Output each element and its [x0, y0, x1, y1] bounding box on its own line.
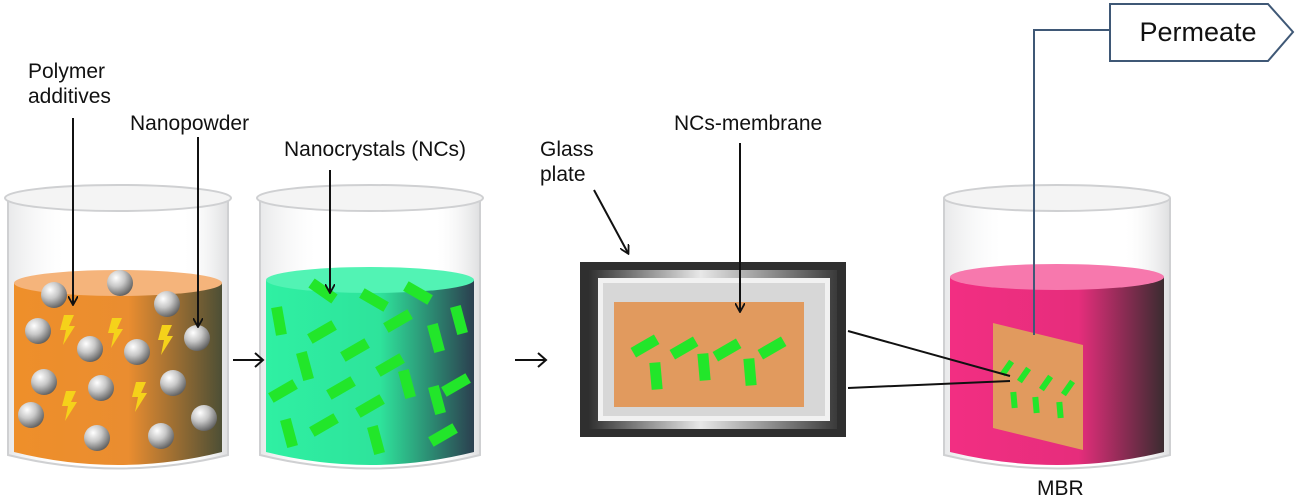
label-ncs-membrane: NCs-membrane — [674, 112, 823, 135]
label-polymer-line2: additives — [28, 85, 111, 108]
label-glass-plate: Glass plate — [540, 137, 594, 187]
nanocrystal — [1010, 391, 1018, 409]
nanocrystal — [450, 305, 468, 335]
nanocrystal — [630, 334, 660, 358]
nanocrystal — [428, 423, 458, 447]
label-permeate: Permeate — [1139, 16, 1257, 47]
nanocrystal — [1056, 401, 1064, 419]
mbr-membrane-nanocrystals — [999, 359, 1076, 419]
nanocrystal — [375, 353, 405, 377]
beaker-nanocrystal-solution — [256, 184, 484, 470]
lightning-icon — [62, 391, 77, 421]
sphere-icon — [25, 318, 51, 344]
nanocrystal — [340, 338, 370, 362]
sphere-icon — [88, 375, 114, 401]
nanocrystal — [367, 425, 385, 455]
sphere-icon — [84, 425, 110, 451]
permeate-box — [1109, 3, 1295, 62]
sphere-icon — [160, 370, 186, 396]
nanocrystal — [296, 351, 314, 381]
nanocrystal — [1038, 374, 1054, 392]
nanocrystal — [268, 379, 298, 403]
nanocrystal — [669, 336, 699, 360]
nanocrystal — [308, 278, 338, 304]
nanocrystal — [1060, 379, 1076, 397]
nanocrystal — [649, 362, 663, 390]
nanocrystal — [280, 418, 298, 448]
nanocrystal — [383, 309, 413, 333]
lightning-icon — [132, 382, 147, 412]
label-polymer-line1: Polymer — [28, 60, 106, 83]
nanocrystal — [1016, 366, 1032, 384]
nanocrystal — [697, 353, 711, 381]
label-nanopowder: Nanopowder — [130, 112, 250, 135]
zoom-line-top — [847, 330, 1011, 377]
arrow-glass-plate — [593, 189, 628, 253]
nanocrystal — [712, 338, 742, 362]
sphere-icon — [41, 282, 67, 308]
mbr-membrane — [993, 323, 1083, 450]
nanocrystal — [427, 323, 445, 353]
sphere-icon — [77, 336, 103, 362]
lightning-icon — [108, 318, 123, 348]
nanocrystal — [403, 281, 433, 305]
nanopowder-particles — [18, 270, 217, 451]
nanocrystal — [757, 336, 787, 360]
lightning-icons — [60, 315, 173, 421]
nanocrystal — [441, 373, 471, 397]
nanocrystal — [999, 359, 1015, 377]
nanocrystal — [309, 413, 339, 437]
nanocrystal — [398, 369, 416, 399]
sphere-icon — [18, 402, 44, 428]
zoom-line-bottom — [847, 380, 1011, 389]
label-polymer-additives: Polymer additives — [28, 59, 111, 109]
membrane-nanocrystals — [630, 334, 787, 390]
ncs-membrane-sheet — [614, 302, 804, 407]
nanocrystal — [271, 306, 287, 336]
nanocrystal — [326, 376, 356, 400]
nanocrystal — [1032, 396, 1040, 414]
sphere-icon — [31, 369, 57, 395]
sphere-icon — [184, 325, 210, 351]
lightning-icon — [158, 325, 173, 355]
nanocrystal — [355, 394, 385, 418]
lightning-icon — [60, 315, 75, 345]
nanocrystal — [359, 288, 389, 312]
label-nanocrystals: Nanocrystals (NCs) — [284, 138, 467, 161]
sphere-icon — [154, 291, 180, 317]
arrow-right-icon — [233, 352, 265, 368]
label-glass-line1: Glass — [540, 138, 594, 161]
label-mbr: MBR — [1037, 477, 1084, 500]
sphere-icon — [148, 423, 174, 449]
sphere-icon — [107, 270, 133, 296]
nanocrystal — [428, 385, 446, 415]
nanocrystal — [743, 358, 757, 386]
permeate-line — [1033, 29, 1110, 335]
glass-plate-icon — [580, 262, 846, 437]
arrow-right-icon — [515, 352, 548, 368]
label-glass-line2: plate — [540, 163, 586, 186]
nanocrystal — [307, 320, 337, 344]
sphere-icon — [191, 405, 217, 431]
nanocrystal-particles — [268, 278, 471, 455]
sphere-icon — [124, 339, 150, 365]
